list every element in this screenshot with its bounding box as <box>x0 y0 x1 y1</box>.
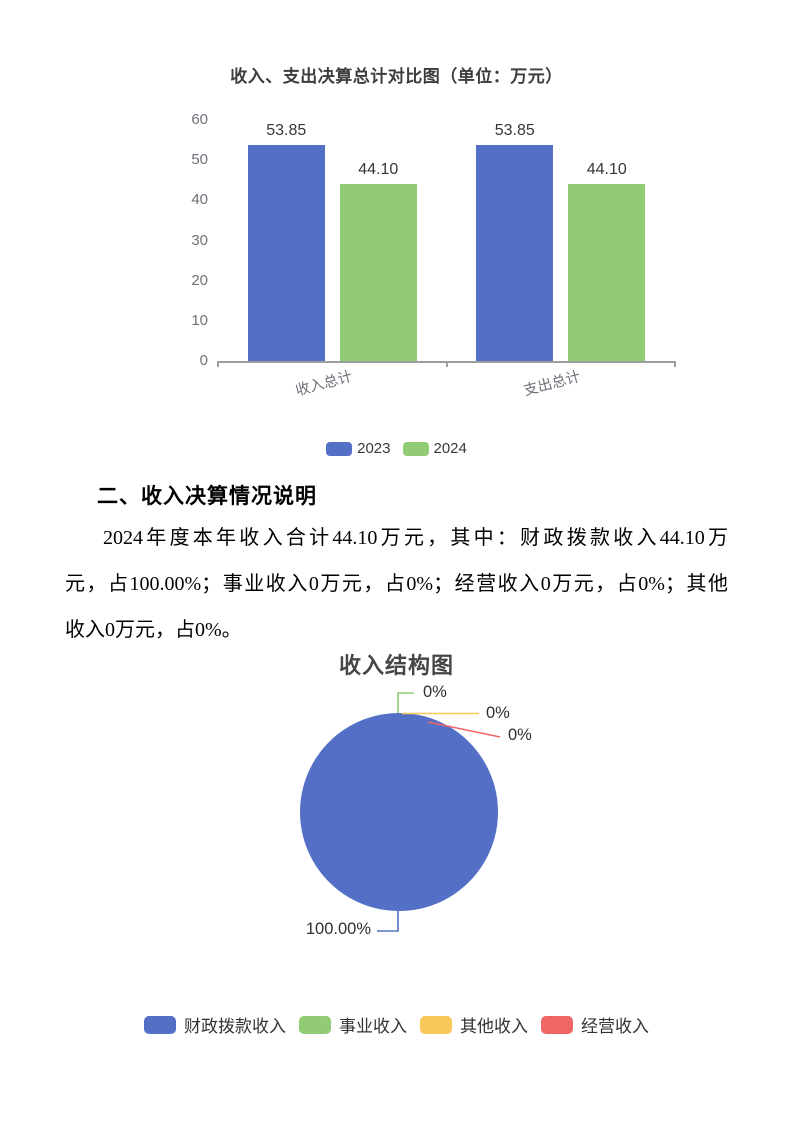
y-axis-tick-label: 0 <box>199 352 208 369</box>
bar-chart-title: 收入、支出决算总计对比图（单位：万元） <box>230 67 563 86</box>
bar-2024-1 <box>568 183 646 361</box>
pie-chart-legend: 财政拨款收入 事业收入 其他收入 经营收入 <box>0 1012 793 1037</box>
legend-swatch-other-income <box>420 1015 452 1034</box>
legend-item-fiscal-income: 财政拨款收入 <box>144 1012 286 1037</box>
paragraph-line: 元，占100.00%；事业收入0万元，占0%；经营收入0万元，占0%；其他 <box>65 573 728 595</box>
x-axis-tick-mark <box>674 361 676 367</box>
y-axis-tick-label: 20 <box>191 271 208 289</box>
leader-line-fiscal-income <box>377 911 399 932</box>
leader-line-business-income <box>397 692 414 713</box>
y-axis-tick-label: 50 <box>191 151 208 169</box>
y-axis-tick-label: 60 <box>191 111 208 128</box>
leader-line-operating-income <box>427 721 501 738</box>
section-heading: 二、收入决算情况说明 <box>97 485 317 508</box>
legend-label-operating-income: 经营收入 <box>581 1017 649 1036</box>
legend-item-business-income: 事业收入 <box>299 1012 407 1037</box>
legend-item-2023: 2023 <box>326 440 391 457</box>
bar-value-label: 44.10 <box>586 160 627 178</box>
x-axis-tick-mark <box>445 361 448 367</box>
x-category-label-expense: 支出总计 <box>522 368 583 400</box>
x-category-label-income: 收入总计 <box>294 368 355 400</box>
paragraph-line: 2024年度本年收入合计44.10万元，其中：财政拨款收入44.10万 <box>103 527 728 549</box>
bar-value-label: 53.85 <box>266 121 307 139</box>
pie-chart-title: 收入结构图 <box>338 653 454 678</box>
legend-swatch-2024 <box>402 441 429 456</box>
pie-label-operating-income: 0% <box>508 726 532 744</box>
bar-2023-1 <box>476 144 554 361</box>
legend-swatch-fiscal-income <box>144 1015 176 1034</box>
pie-label-fiscal-income: 100.00% <box>305 920 371 938</box>
legend-label-fiscal-income: 财政拨款收入 <box>184 1017 286 1036</box>
bar-chart-legend: 2023 2024 <box>0 440 793 457</box>
bar-value-label: 44.10 <box>358 160 399 178</box>
legend-label-2023: 2023 <box>357 440 391 457</box>
pie-chart <box>300 692 501 932</box>
y-axis-tick-label: 40 <box>191 191 208 209</box>
legend-label-other-income: 其他收入 <box>460 1017 528 1036</box>
y-axis-tick-label: 10 <box>191 311 208 329</box>
legend-item-other-income: 其他收入 <box>420 1012 528 1037</box>
y-axis-tick-label: 30 <box>191 231 208 249</box>
bar-2023-0 <box>247 144 325 361</box>
paragraph-line: 收入0万元，占0%。 <box>65 619 242 641</box>
legend-swatch-business-income <box>299 1015 331 1034</box>
bar-2024-0 <box>339 183 417 361</box>
legend-label-business-income: 事业收入 <box>339 1017 407 1036</box>
income-paragraph: 2024年度本年收入合计44.10万元，其中：财政拨款收入44.10万 元，占1… <box>65 515 728 653</box>
legend-item-operating-income: 经营收入 <box>541 1012 649 1037</box>
bar-chart-plot: 收入总计 支出总计 0 10 20 30 40 50 60 53.85 53.85 44.10 44… <box>191 111 676 399</box>
pie-label-other-income: 0% <box>486 704 510 722</box>
legend-swatch-operating-income <box>541 1015 573 1034</box>
bar-value-label: 53.85 <box>494 121 535 139</box>
x-axis-tick-mark <box>217 361 219 367</box>
legend-label-2024: 2024 <box>433 440 467 457</box>
legend-item-2024: 2024 <box>402 440 467 457</box>
pie-slice-fiscal <box>300 713 498 911</box>
pie-label-business-income: 0% <box>423 683 447 701</box>
legend-swatch-2023 <box>326 441 353 456</box>
